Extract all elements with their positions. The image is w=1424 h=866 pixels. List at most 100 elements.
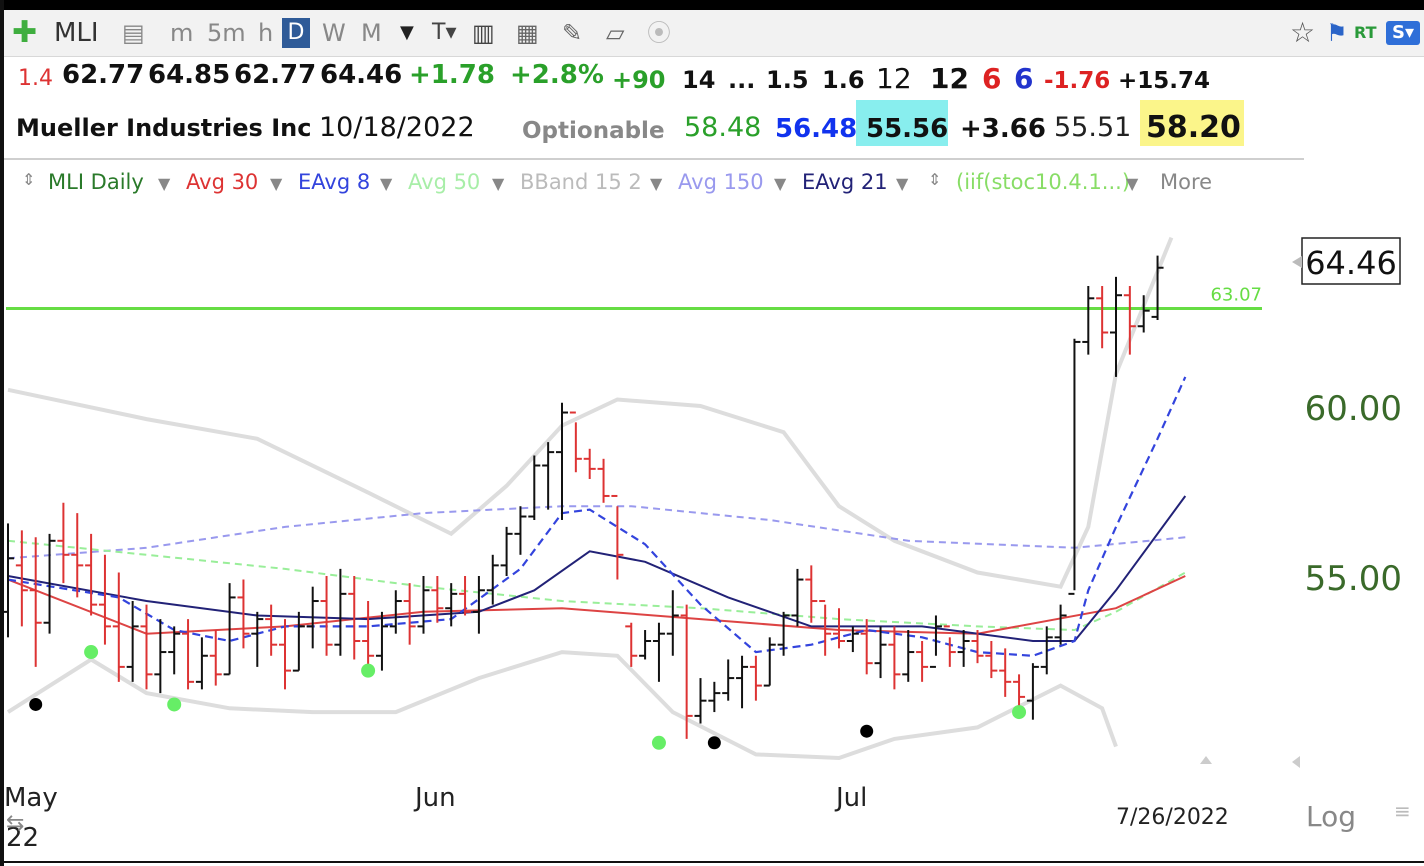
price-bar xyxy=(1013,674,1026,709)
interval-w[interactable]: W xyxy=(322,19,346,47)
price-bar xyxy=(985,641,998,679)
print-icon[interactable]: ▤ xyxy=(122,19,145,47)
price-bar xyxy=(389,590,402,634)
legend-item-eavg21[interactable]: EAvg 21 xyxy=(802,170,888,194)
quote-value: -1.76 xyxy=(1044,68,1111,94)
legend-item-eavg8[interactable]: EAvg 8 xyxy=(298,170,371,194)
x-tick-label-jun: Jun xyxy=(413,783,456,813)
price-bar xyxy=(902,630,915,682)
signal-dot-green xyxy=(361,663,376,678)
quote-value: +3.66 xyxy=(960,114,1046,144)
price-bar xyxy=(29,537,42,667)
legend-item-bband[interactable]: BBand 15 2 xyxy=(520,170,642,194)
chevron-down-icon[interactable]: ▼ xyxy=(380,174,393,193)
quote-value: 14 xyxy=(682,66,716,94)
price-bar xyxy=(334,568,347,656)
scroll-arrows-icon[interactable]: ⇆ xyxy=(6,811,24,836)
add-icon[interactable]: ✚ xyxy=(12,15,38,50)
price-bar xyxy=(1054,604,1067,645)
sort-icon[interactable]: ⇕ xyxy=(22,170,36,189)
legend-more-button[interactable]: More xyxy=(1160,170,1213,194)
flag-icon[interactable]: ⚑ xyxy=(1326,19,1348,47)
symbol-input[interactable]: MLI xyxy=(54,18,99,48)
quote-value: 1.5 xyxy=(766,66,809,94)
price-bar xyxy=(223,583,236,676)
interval-m[interactable]: m xyxy=(170,19,194,47)
price-bar xyxy=(459,576,472,616)
moving-averages xyxy=(7,376,1187,657)
legend-item-avg50[interactable]: Avg 50 xyxy=(408,170,481,194)
price-bar xyxy=(71,513,84,598)
price-bar xyxy=(251,611,264,667)
interval-d[interactable]: D xyxy=(282,18,310,48)
share-icon[interactable]: ⦿ xyxy=(647,19,671,47)
x-tick-label-may: May xyxy=(4,783,58,813)
price-bar xyxy=(542,442,555,510)
quote-value: 55.51 xyxy=(1054,112,1132,143)
rt-label[interactable]: RT xyxy=(1354,23,1377,42)
sort-icon[interactable]: ⇕ xyxy=(928,170,942,189)
price-bar xyxy=(1068,338,1081,595)
interval-month[interactable]: M xyxy=(361,19,382,47)
legend-item-mli-daily[interactable]: MLI Daily xyxy=(48,170,144,194)
price-bar xyxy=(292,611,305,672)
x-tick-label-jul: Jul xyxy=(834,783,867,813)
chevron-down-icon[interactable]: ▼ xyxy=(492,174,505,193)
price-bar xyxy=(237,579,250,649)
eavg21-line xyxy=(7,495,1187,642)
last-price-label: 64.46 xyxy=(1305,244,1397,282)
price-bar xyxy=(320,576,333,656)
signal-dot-green xyxy=(1012,705,1027,720)
quote-row-2: Mueller Industries Inc 10/18/2022 Option… xyxy=(4,100,1304,150)
star-icon[interactable]: ☆ xyxy=(1290,16,1316,49)
note-icon[interactable]: ▱ xyxy=(606,19,625,47)
quote-value: 56.48 xyxy=(775,114,858,144)
price-bar xyxy=(846,626,859,653)
price-bar xyxy=(431,576,444,623)
interval-h[interactable]: h xyxy=(258,19,274,47)
chevron-down-icon[interactable]: ▼ xyxy=(158,174,171,193)
optionable-label: Optionable xyxy=(522,118,665,144)
signal-dot-green xyxy=(84,645,99,660)
price-bar xyxy=(556,402,568,520)
price-bar xyxy=(819,600,832,656)
menu-icon[interactable]: ≡ xyxy=(1394,799,1411,823)
scroll-up-icon[interactable] xyxy=(1200,756,1212,764)
text-tool-icon[interactable]: T▾ xyxy=(432,20,457,45)
chevron-down-icon[interactable]: ▼ xyxy=(270,174,283,193)
price-bar xyxy=(265,604,278,656)
quote-close: 64.46 xyxy=(320,60,403,90)
legend-item-stoc[interactable]: (iif(stoc10.4.1...) xyxy=(956,170,1131,194)
last-price-pointer xyxy=(1292,256,1302,268)
quote-row-1: 1.4 62.77 64.85 62.77 64.46 +1.78 +2.8% … xyxy=(4,60,1304,100)
pencil-icon[interactable]: ✎ xyxy=(562,19,583,47)
price-bar xyxy=(417,576,430,634)
price-bar xyxy=(85,533,98,616)
s-menu-icon[interactable]: S▾ xyxy=(1386,21,1420,45)
log-scale-toggle[interactable]: Log xyxy=(1306,800,1356,833)
bars-icon[interactable]: ▥ xyxy=(472,19,495,47)
chevron-down-icon[interactable]: ▼ xyxy=(1126,174,1139,193)
quote-high: 64.85 xyxy=(148,60,231,90)
chevron-down-icon[interactable]: ▼ xyxy=(650,174,663,193)
price-bar xyxy=(195,637,208,690)
legend-item-avg30[interactable]: Avg 30 xyxy=(186,170,259,194)
quote-value: 58.48 xyxy=(684,112,762,143)
quote-value: 58.20 xyxy=(1146,110,1241,145)
add-table-icon[interactable]: ▦ xyxy=(516,19,539,47)
price-bar xyxy=(763,637,776,687)
chevron-down-icon[interactable]: ▼ xyxy=(774,174,787,193)
quote-date: 10/18/2022 xyxy=(319,112,475,143)
scroll-left-icon[interactable] xyxy=(1292,756,1300,768)
interval-5m[interactable]: 5m xyxy=(207,19,246,47)
chevron-down-icon[interactable]: ▼ xyxy=(896,174,909,193)
price-bar xyxy=(791,568,804,627)
price-bar xyxy=(486,554,499,605)
signal-dot-green xyxy=(651,735,666,750)
x-year-label: 22 xyxy=(6,823,39,853)
y-tick-label: 55.00 xyxy=(1305,559,1402,599)
price-bar xyxy=(1137,295,1150,333)
legend-item-avg150[interactable]: Avg 150 xyxy=(678,170,764,194)
chevron-down-icon[interactable]: ▼ xyxy=(400,22,414,43)
